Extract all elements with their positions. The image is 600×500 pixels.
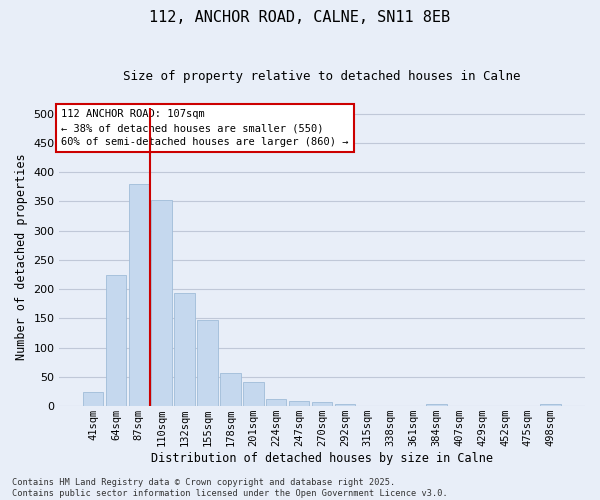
Bar	[128, 184, 149, 406]
Bar	[541, 404, 561, 406]
X-axis label: Distribution of detached houses by size in Calne: Distribution of detached houses by size …	[151, 452, 493, 465]
Bar	[335, 404, 355, 406]
Bar	[175, 293, 195, 406]
Title: Size of property relative to detached houses in Calne: Size of property relative to detached ho…	[123, 70, 521, 83]
Bar	[220, 374, 241, 406]
Bar	[151, 200, 172, 406]
Bar	[106, 275, 126, 406]
Bar	[289, 401, 310, 406]
Y-axis label: Number of detached properties: Number of detached properties	[15, 154, 28, 360]
Bar	[266, 399, 286, 406]
Text: 112, ANCHOR ROAD, CALNE, SN11 8EB: 112, ANCHOR ROAD, CALNE, SN11 8EB	[149, 10, 451, 25]
Bar	[83, 392, 103, 406]
Bar	[197, 320, 218, 406]
Text: Contains HM Land Registry data © Crown copyright and database right 2025.
Contai: Contains HM Land Registry data © Crown c…	[12, 478, 448, 498]
Bar	[243, 382, 263, 406]
Bar	[426, 404, 446, 406]
Bar	[311, 402, 332, 406]
Text: 112 ANCHOR ROAD: 107sqm
← 38% of detached houses are smaller (550)
60% of semi-d: 112 ANCHOR ROAD: 107sqm ← 38% of detache…	[61, 110, 349, 148]
